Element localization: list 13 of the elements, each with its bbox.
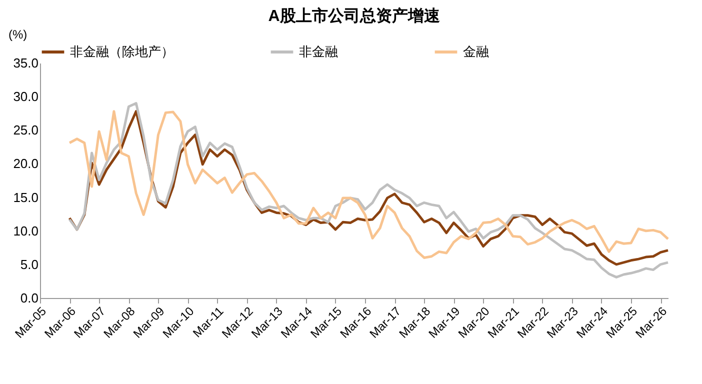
legend-label: 非金融（除地产）: [70, 44, 174, 59]
y-tick-label: 5.0: [20, 256, 38, 272]
chart-title: A股上市公司总资产增速: [268, 7, 441, 25]
legend-label: 非金融: [299, 44, 338, 59]
y-tick-label: 25.0: [13, 122, 38, 138]
legend-label: 金融: [463, 44, 489, 59]
y-tick-label: 10.0: [13, 223, 38, 238]
y-tick-label: 35.0: [13, 56, 38, 70]
y-tick-label: 0.0: [20, 290, 38, 306]
y-tick-label: 20.0: [13, 156, 38, 172]
y-tick-label: 30.0: [13, 89, 38, 104]
y-tick-label: 15.0: [13, 190, 38, 205]
y-axis-title: (%): [8, 28, 28, 42]
